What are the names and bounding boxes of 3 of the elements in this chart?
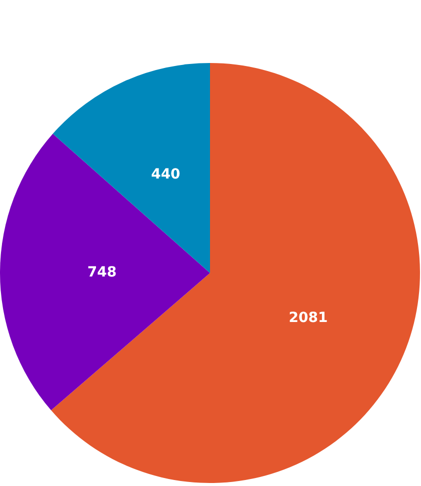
data-label: 748 (87, 264, 117, 280)
data-label: 2081 (288, 310, 328, 326)
data-label: 440 (151, 166, 181, 183)
